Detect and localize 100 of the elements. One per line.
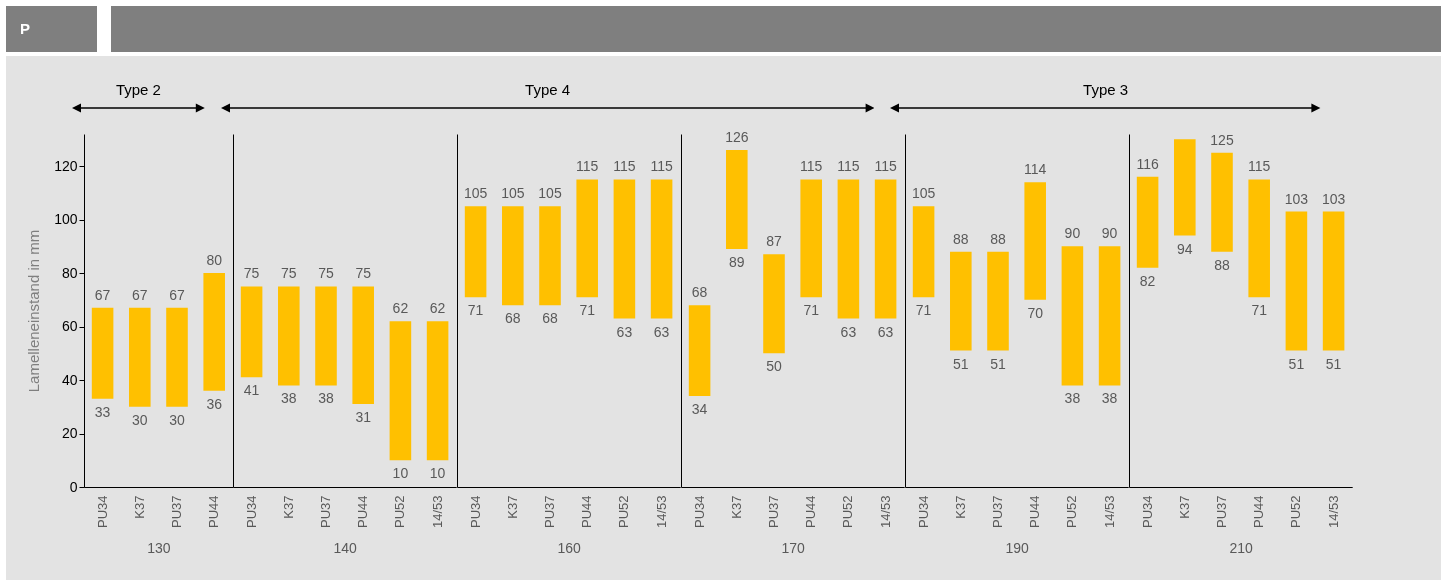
annotation: 71 [915,302,932,319]
x-tick-label: PU52 [392,495,408,529]
chart-title: P [6,6,97,52]
data-label: 115 [576,158,599,175]
data-label: 105 [463,185,488,202]
x-tick-label: 14/53 [1325,495,1341,529]
x-tick-label: PU44 [1027,495,1043,529]
data-label: 115 [650,158,673,175]
data-label: 88 [990,230,1006,247]
annotation: 82 [1139,272,1156,289]
data-label: 87 [766,233,782,250]
y-tick-label: 0 [69,478,78,495]
x-tick-label: 14/53 [877,495,893,529]
annotation: 71 [467,302,484,319]
x-tick-label: PU34 [915,495,931,529]
x-tick-label: PU52 [1288,495,1304,529]
annotation: 30 [169,411,185,428]
x-axis-title: 130 [147,540,171,557]
bar [1136,176,1159,268]
annotation: 38 [318,390,334,407]
data-label: 62 [392,300,409,317]
x-tick-label: K37 [728,495,744,519]
bar [950,251,972,351]
data-label: 75 [243,265,260,282]
chart-subtitle: Type 2 [114,81,162,98]
x-tick-label: PU37 [318,495,333,529]
annotation: 88 [1214,256,1230,273]
data-label: 115 [1248,158,1271,175]
x-tick-label: K37 [280,495,296,519]
x-tick-label: PU37 [990,495,1005,529]
annotation: 51 [1288,355,1305,372]
bar [874,179,897,319]
data-label: 105 [911,185,936,202]
y-tick-label: 120 [54,157,78,174]
bar [688,305,711,397]
annotation: 33 [94,403,111,420]
x-tick-label: 14/53 [429,495,445,529]
x-tick-label: 14/53 [1101,495,1117,529]
x-tick-label: PU34 [94,495,110,529]
bar [912,206,935,298]
x-tick-label: 14/53 [653,495,669,529]
annotation: 51 [953,355,969,372]
y-tick-label: 60 [61,318,78,335]
x-tick-label: PU34 [1139,495,1155,529]
x-axis-title: 210 [1229,540,1253,557]
x-tick-label: PU34 [243,495,259,529]
annotation: 94 [1177,240,1193,257]
x-axis-title: 170 [781,540,805,557]
data-label: 115 [837,158,860,175]
data-label: 68 [691,284,708,301]
data-label: 75 [281,265,297,282]
bar [987,251,1009,351]
y-tick-label: 20 [61,425,78,442]
annotation: 68 [505,310,521,327]
annotation: 38 [1101,390,1118,407]
data-label: 90 [1101,225,1118,242]
annotation: 38 [1064,390,1081,407]
bar [1061,246,1084,386]
x-tick-label: PU34 [691,495,707,529]
annotation: 68 [542,310,558,327]
bar [837,179,860,319]
data-label: 125 [1210,131,1234,148]
data-label: 67 [94,286,111,303]
x-tick-label: PU37 [169,495,184,529]
data-label: 105 [538,185,562,202]
x-tick-label: PU44 [579,495,595,529]
x-tick-label: PU52 [616,495,632,529]
annotation: 30 [132,411,148,428]
data-label: 88 [953,230,969,247]
data-label: 116 [1136,155,1159,172]
data-label: 75 [318,265,334,282]
data-label: 103 [1321,190,1346,207]
data-label: 103 [1284,190,1309,207]
annotation: 63 [840,323,857,340]
annotation: 63 [616,323,633,340]
chart-subtitle: Type 4 [524,81,572,98]
annotation: 38 [281,390,297,407]
annotation: 36 [206,395,223,412]
x-tick-label: PU44 [803,495,819,529]
data-label: 115 [874,158,897,175]
x-axis-title: 160 [557,540,581,557]
x-tick-label: PU52 [1064,495,1080,529]
annotation: 51 [1325,355,1342,372]
data-label: 67 [169,286,185,303]
data-label: 115 [800,158,823,175]
bar [1322,211,1345,351]
data-label: 114 [1024,161,1047,178]
annotation: 10 [392,465,409,482]
data-label: 115 [613,158,636,175]
x-tick-label: PU37 [1214,495,1229,529]
annotation: 50 [766,358,782,375]
data-label: 126 [725,129,749,146]
annotation: 41 [243,382,260,399]
x-tick-label: K37 [1176,495,1192,519]
annotation: 89 [729,253,745,270]
bar [1174,139,1196,236]
y-tick-label: 40 [61,371,78,388]
annotation: 63 [653,323,670,340]
bar [763,254,785,354]
data-label: 105 [501,185,525,202]
